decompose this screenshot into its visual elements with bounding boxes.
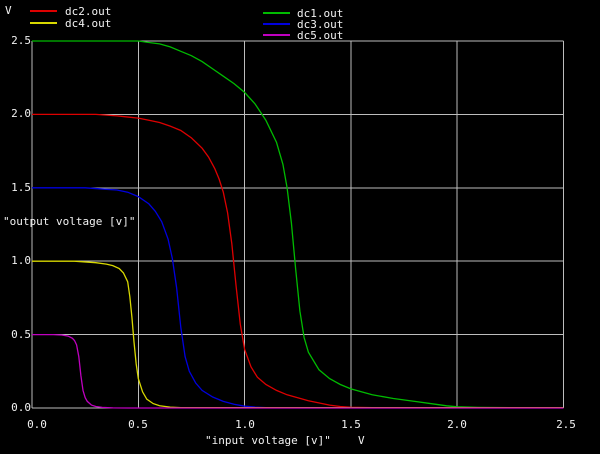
curve-dc1.out — [32, 40, 564, 409]
x-tick-0-0: 0.0 — [27, 418, 47, 431]
legend-swatch-dc5 — [263, 34, 290, 36]
y-axis-label: "output voltage [v]" — [3, 215, 136, 228]
legend-swatch-dc1 — [263, 12, 290, 14]
legend-label-dc4: dc4.out — [65, 17, 112, 30]
x-tick-2-0: 2.0 — [447, 418, 467, 431]
x-tick-2-5: 2.5 — [556, 418, 576, 431]
legend-swatch-dc4 — [30, 22, 57, 24]
y-tick-1-5: 1.5 — [11, 181, 31, 194]
y-tick-1-0: 1.0 — [11, 254, 31, 267]
x-tick-1-5: 1.5 — [341, 418, 361, 431]
legend-label-dc1: dc1.out — [297, 7, 344, 20]
y-tick-2-5: 2.5 — [11, 34, 31, 47]
x-axis-unit: V — [358, 434, 365, 447]
curve-dc2.out — [32, 113, 564, 409]
legend-swatch-dc3 — [263, 23, 290, 25]
legend-label-dc2: dc2.out — [65, 5, 112, 18]
legend-label-dc3: dc3.out — [297, 18, 344, 31]
legend-swatch-dc2 — [30, 10, 57, 12]
curve-dc5.out — [32, 333, 564, 409]
y-tick-0-0: 0.0 — [11, 401, 31, 414]
x-axis-label: "input voltage [v]" — [205, 434, 331, 447]
x-tick-0-5: 0.5 — [128, 418, 148, 431]
y-tick-2-0: 2.0 — [11, 107, 31, 120]
x-tick-1-0: 1.0 — [235, 418, 255, 431]
y-axis-unit: V — [5, 4, 12, 17]
curve-dc4.out — [32, 260, 564, 409]
y-tick-0-5: 0.5 — [11, 328, 31, 341]
legend-label-dc5: dc5.out — [297, 29, 344, 42]
curve-dc3.out — [32, 187, 564, 409]
